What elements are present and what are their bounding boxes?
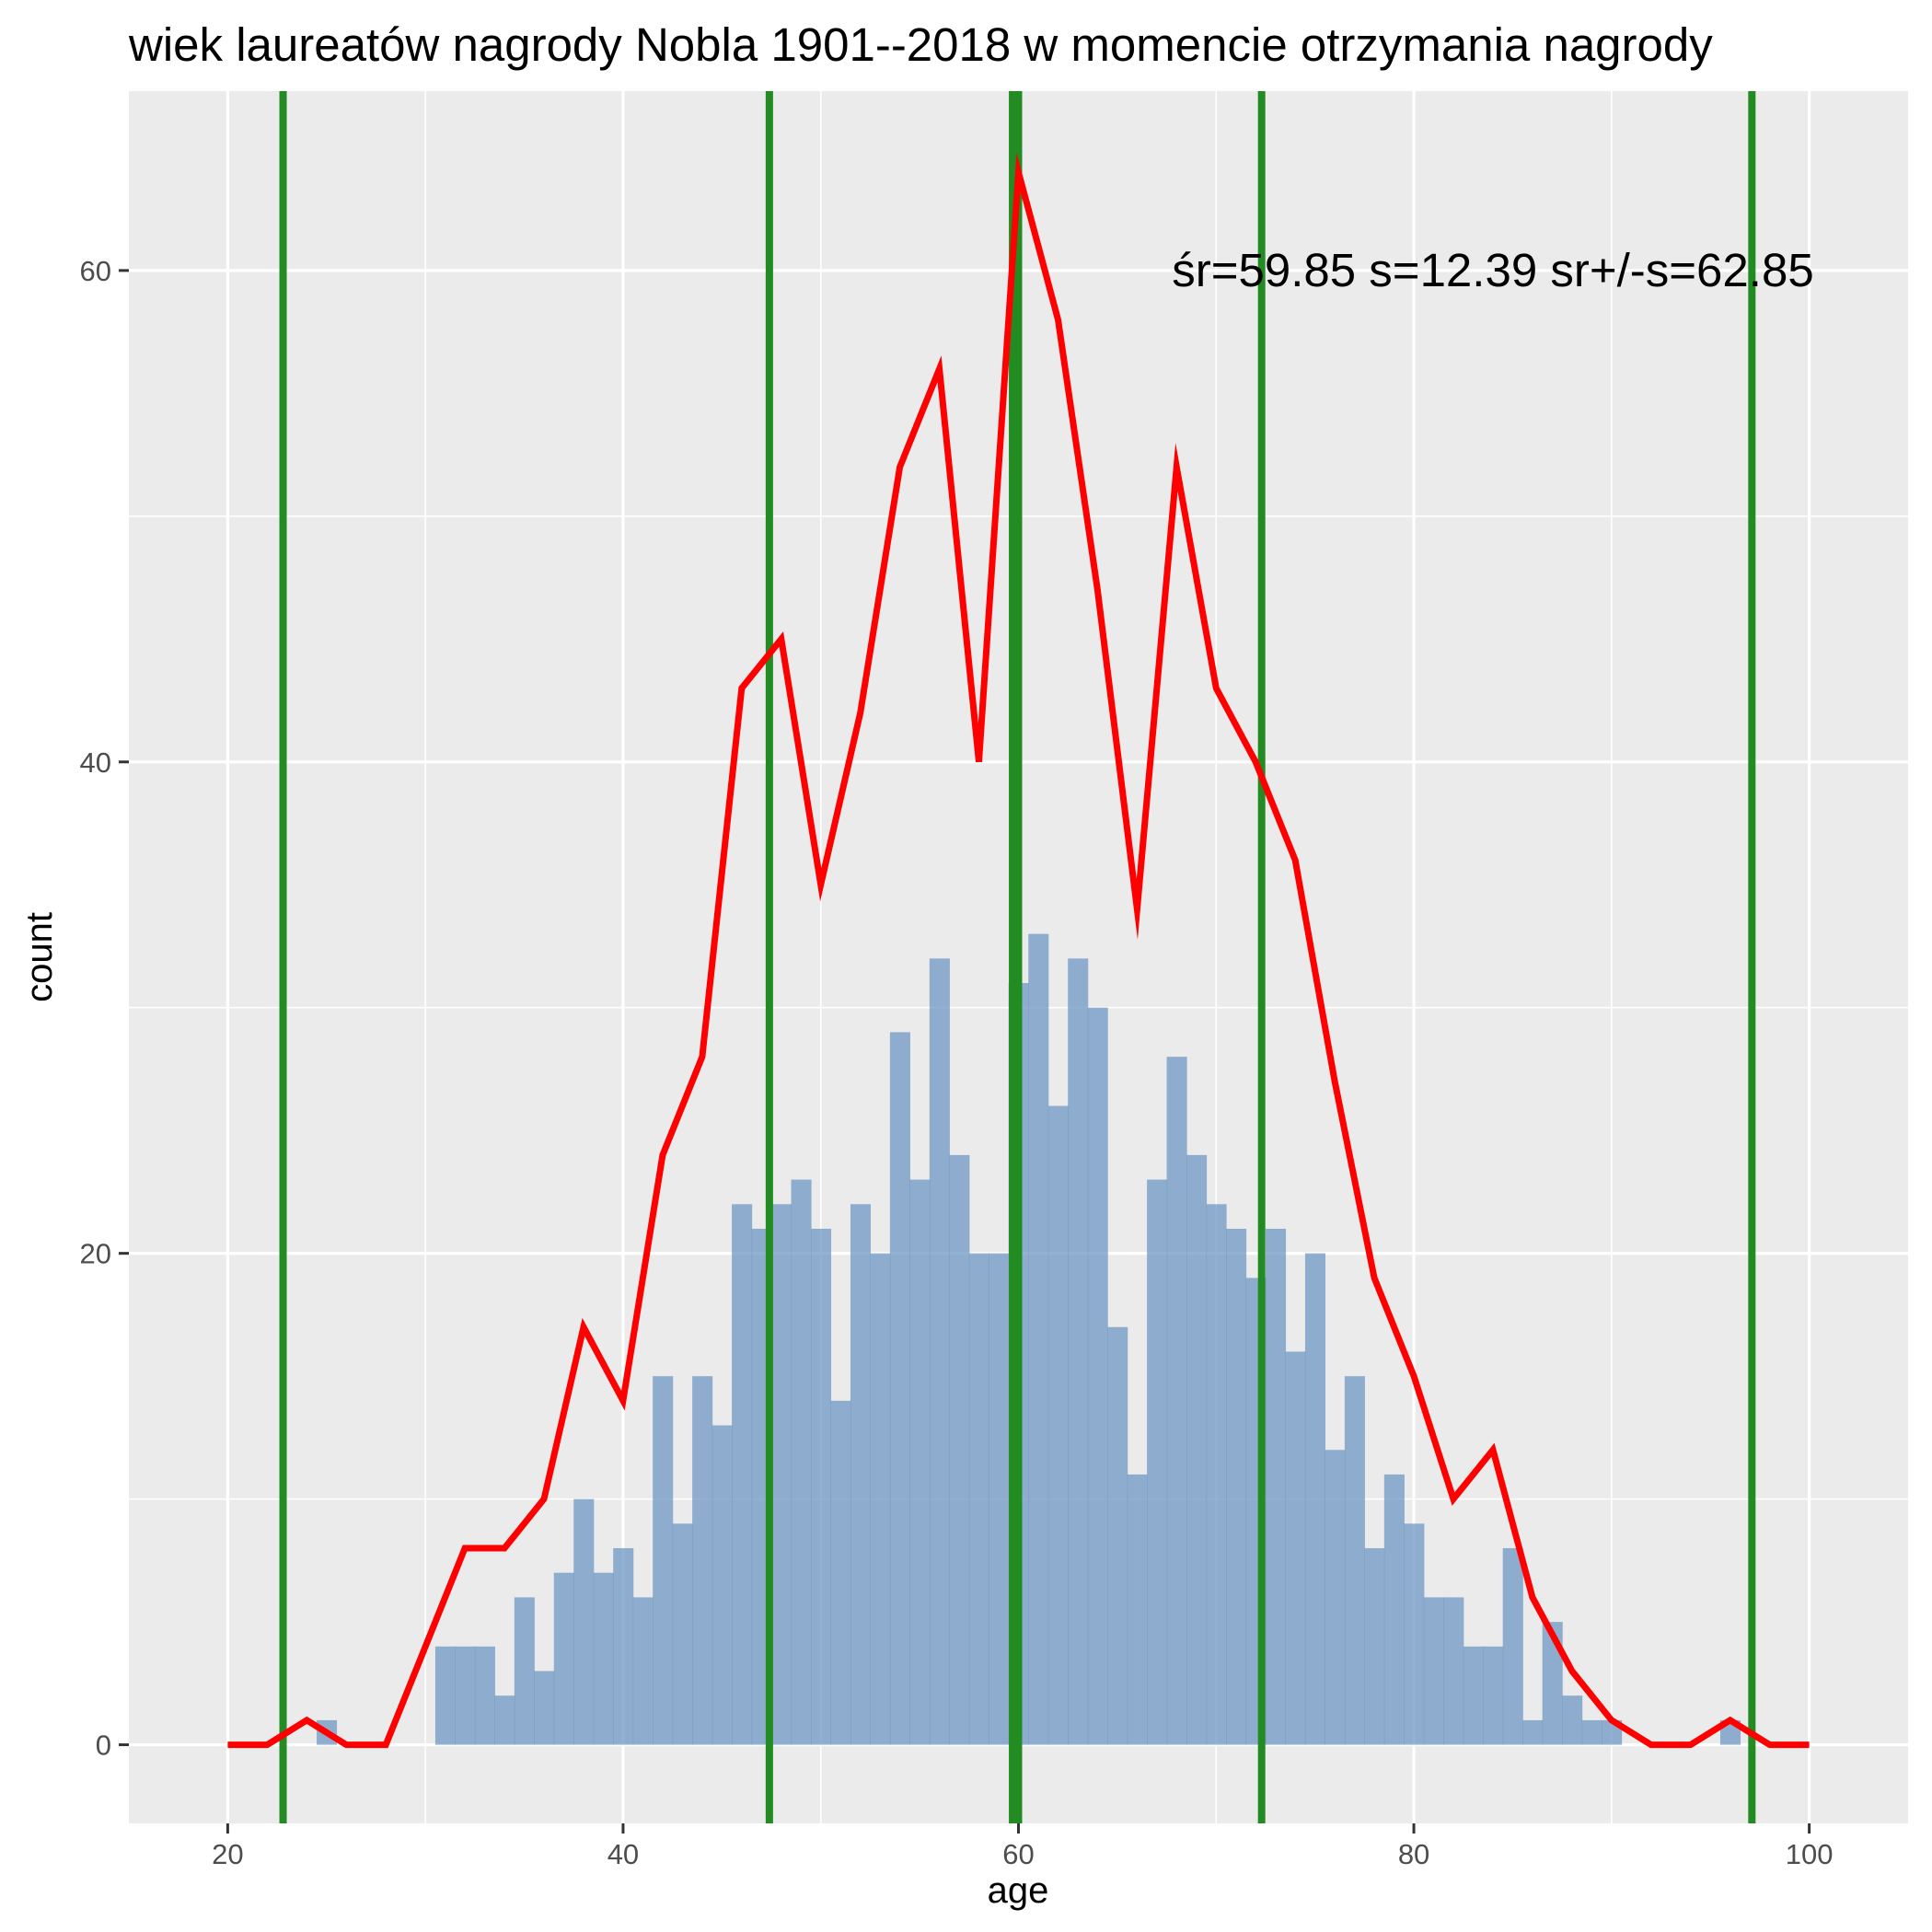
y-tick-label: 60 xyxy=(80,255,111,287)
histogram-bar xyxy=(1107,1326,1128,1745)
histogram-bar xyxy=(692,1376,713,1745)
histogram-bar xyxy=(1186,1154,1208,1745)
histogram-bar xyxy=(791,1179,812,1745)
histogram-bar xyxy=(870,1253,891,1745)
histogram-bar xyxy=(909,1179,931,1745)
histogram-bar xyxy=(1325,1450,1346,1745)
histogram-bar xyxy=(653,1376,674,1745)
histogram-bar xyxy=(1383,1474,1405,1745)
histogram-bar xyxy=(1127,1474,1148,1745)
x-tick-label: 20 xyxy=(212,1838,243,1870)
histogram-bar xyxy=(732,1204,753,1745)
histogram-bar xyxy=(1087,1007,1108,1745)
histogram-bar xyxy=(1265,1228,1287,1745)
histogram-bar xyxy=(1364,1548,1385,1745)
histogram-bar xyxy=(593,1572,614,1745)
y-tick-label: 40 xyxy=(80,746,111,779)
histogram-bar xyxy=(455,1646,476,1745)
histogram-bar xyxy=(1443,1597,1464,1745)
stats-annotation: śr=59.85 s=12.39 sr+/-s=62.85 xyxy=(1172,244,1813,296)
frequency-polygon xyxy=(227,152,1810,1749)
histogram-bar xyxy=(1463,1646,1484,1745)
histogram-bar xyxy=(1483,1646,1504,1745)
x-tick-label: 60 xyxy=(1002,1838,1034,1870)
histogram-bar xyxy=(968,1253,989,1745)
histogram-bar xyxy=(830,1400,851,1745)
histogram-bar xyxy=(1206,1204,1227,1745)
histogram-bar xyxy=(474,1646,495,1745)
histogram-bar xyxy=(1542,1622,1563,1745)
histogram-bar xyxy=(494,1695,515,1745)
histogram-bar xyxy=(1285,1351,1306,1745)
x-tick-label: 100 xyxy=(1786,1838,1834,1870)
y-tick-label: 20 xyxy=(80,1238,111,1270)
histogram-bar xyxy=(889,1032,910,1745)
histogram-bar xyxy=(1522,1719,1544,1745)
histogram-bar xyxy=(672,1523,693,1745)
histogram-bar xyxy=(1344,1376,1365,1745)
histogram-bar xyxy=(613,1548,634,1745)
histogram-bar xyxy=(771,1204,792,1745)
histogram-bar xyxy=(989,1253,1010,1745)
histogram-bar xyxy=(1423,1597,1444,1745)
histogram-bar xyxy=(1581,1719,1602,1745)
histogram-bar xyxy=(1226,1228,1247,1745)
histogram-bar xyxy=(1147,1179,1168,1745)
histogram-bar xyxy=(1404,1523,1425,1745)
x-tick-label: 40 xyxy=(607,1838,639,1870)
histogram-bar xyxy=(949,1154,970,1745)
y-axis-title: count xyxy=(19,912,60,1002)
histogram-bar xyxy=(1502,1548,1523,1745)
histogram-bars xyxy=(317,933,1741,1745)
histogram-bar xyxy=(929,958,950,1745)
histogram-bar xyxy=(632,1597,654,1745)
histogram-bar xyxy=(553,1572,574,1745)
histogram-bar xyxy=(573,1498,595,1745)
histogram-bar xyxy=(1028,933,1049,1745)
x-tick-label: 80 xyxy=(1398,1838,1429,1870)
histogram-bar xyxy=(1562,1695,1583,1745)
histogram-bar xyxy=(534,1671,555,1745)
histogram-bar xyxy=(1166,1057,1187,1745)
chart-title: wiek laureatów nagrody Nobla 1901--2018 … xyxy=(128,18,1713,71)
histogram-bar xyxy=(434,1646,456,1745)
histogram-bar xyxy=(1068,958,1089,1745)
histogram-bar xyxy=(514,1597,535,1745)
vertical-lines xyxy=(279,91,1756,1823)
histogram-bar xyxy=(810,1228,832,1745)
y-axis: 0 20 40 60 xyxy=(80,255,129,1762)
x-axis-title: age xyxy=(988,1870,1049,1911)
histogram-bar xyxy=(1047,1105,1069,1745)
histogram-bar xyxy=(711,1425,733,1745)
histogram-bar xyxy=(1304,1253,1326,1745)
y-tick-label: 0 xyxy=(96,1730,111,1762)
x-axis: 20 40 60 80 100 xyxy=(212,1823,1833,1870)
frequency-polygon-line xyxy=(227,152,1810,1749)
histogram-bar xyxy=(850,1204,872,1745)
